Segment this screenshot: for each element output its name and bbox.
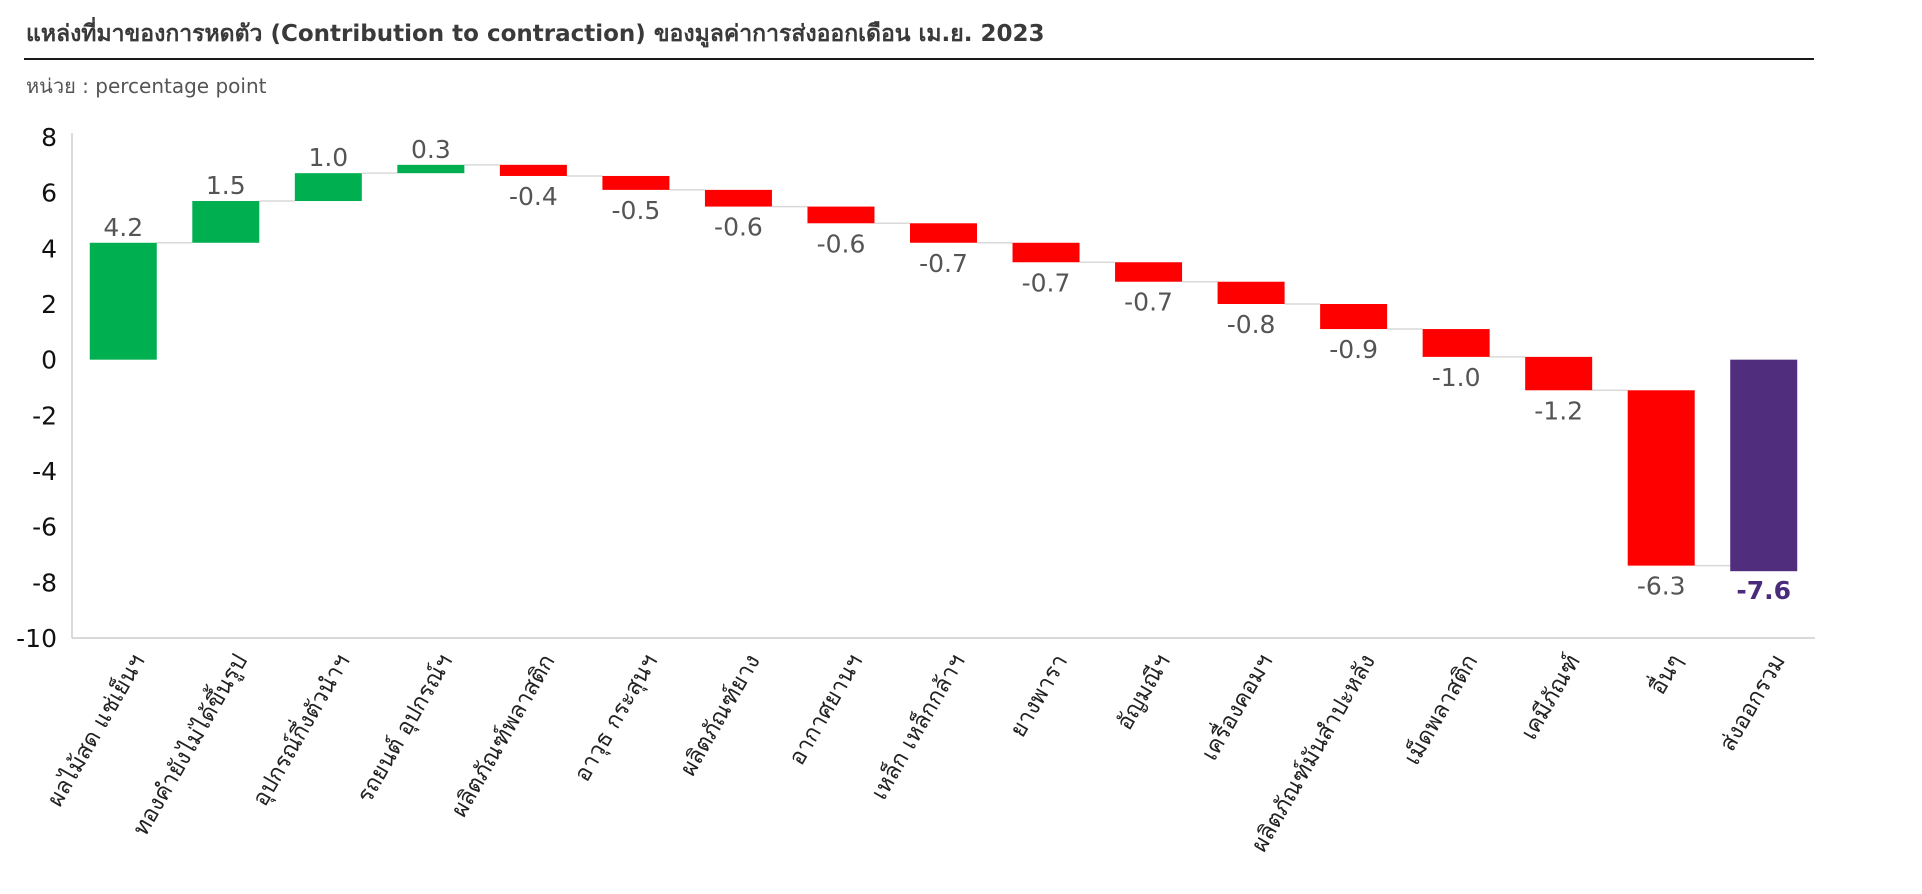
bar (89, 242, 157, 360)
bar (1115, 262, 1183, 282)
bar (1422, 329, 1490, 357)
data-label: 4.2 (103, 213, 143, 242)
y-tick-labels: 8 6 4 2 0 -2 -4 -6 -8 -10 (16, 123, 57, 653)
y-tick-label: -2 (32, 401, 57, 430)
y-tick-label: -6 (32, 513, 57, 542)
connectors (156, 164, 1731, 567)
category-label: เหล็ก เหล็กกล้าฯ (864, 649, 971, 805)
bar (602, 175, 670, 190)
category-label: ผลิตภัณฑ์ยาง (674, 650, 765, 781)
bars (89, 164, 1798, 572)
chart-title: แหล่งที่มาของการหดตัว (Contribution to c… (26, 21, 1045, 47)
data-label: -1.2 (1534, 396, 1583, 425)
bar (1525, 356, 1593, 391)
bar (910, 223, 977, 243)
bar (807, 206, 875, 224)
data-label: -7.6 (1736, 576, 1791, 605)
category-label: รถยนต์ อุปกรณ์ฯ (351, 650, 458, 808)
data-label: -0.7 (1124, 288, 1173, 317)
y-tick-label: -8 (32, 568, 57, 597)
category-label: เคมีภัณฑ์ (1515, 650, 1585, 745)
data-label: -0.6 (817, 229, 866, 258)
category-label: อื่นๆ (1641, 648, 1688, 699)
data-label: -0.5 (612, 196, 661, 225)
unit-label: หน่วย : percentage point (26, 74, 267, 98)
data-label: -0.9 (1329, 335, 1378, 364)
data-label: -0.4 (509, 182, 558, 211)
data-label: 1.5 (206, 171, 246, 200)
data-label: -0.6 (714, 213, 763, 242)
category-label: ผลิตภัณฑ์พลาสติก (446, 650, 561, 822)
data-label: -0.7 (919, 249, 968, 278)
bar (1012, 242, 1080, 263)
bar (1730, 359, 1798, 572)
bar (192, 201, 260, 243)
y-tick-label: 6 (41, 179, 57, 208)
bar (1320, 304, 1388, 330)
category-label: อาวุธ กระสุนฯ (569, 650, 663, 786)
data-label: 0.3 (411, 135, 451, 164)
y-tick-label: 2 (41, 290, 57, 319)
category-label: เครื่องคอมฯ (1193, 648, 1278, 765)
data-label: -6.3 (1637, 572, 1686, 601)
category-label: ยางพารา (1005, 650, 1073, 742)
bar (704, 189, 772, 207)
data-label: -0.8 (1227, 310, 1276, 339)
y-tick-label: -10 (16, 624, 57, 653)
data-label: -0.7 (1022, 268, 1071, 297)
category-labels: ผลไม้สด แช่เย็นฯทองคำยังไม่ได้ขึ้นรูปอุป… (40, 648, 1791, 856)
bar (397, 164, 465, 174)
data-label: 1.0 (308, 143, 348, 172)
bar (499, 164, 567, 176)
category-label: อุปกรณ์กึ่งตัวนำฯ (244, 648, 355, 811)
y-tick-label: 0 (41, 346, 57, 375)
axes (71, 133, 1815, 639)
y-tick-label: 4 (41, 234, 57, 263)
category-label: เม็ดพลาสติก (1397, 649, 1484, 770)
data-labels: 4.2 1.5 1.0 0.3 -0.4 -0.5 -0.6 -0.6 -0.7 -0.7 -0.7… (103, 135, 1791, 605)
y-tick-label: -4 (32, 457, 57, 486)
bar (1217, 281, 1285, 304)
bar (294, 173, 362, 202)
category-label: อัญมณีฯ (1112, 650, 1176, 735)
bar (1627, 390, 1695, 566)
data-label: -1.0 (1432, 363, 1481, 392)
category-label: ส่งออกรวม (1715, 650, 1791, 756)
title-underline (24, 58, 1814, 60)
category-label: ทองคำยังไม่ได้ขึ้นรูป (125, 648, 253, 840)
y-tick-label: 8 (41, 123, 57, 152)
category-label: อากาศยานฯ (784, 650, 868, 770)
category-label: ผลไม้สด แช่เย็นฯ (40, 649, 151, 812)
